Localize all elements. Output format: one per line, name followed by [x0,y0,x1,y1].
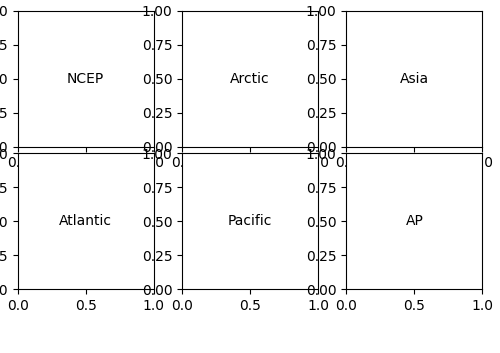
Text: Atlantic: Atlantic [59,214,112,228]
Text: Arctic: Arctic [230,72,270,86]
Text: Asia: Asia [400,72,429,86]
Text: AP: AP [406,214,423,228]
Text: Pacific: Pacific [228,214,272,228]
Text: NCEP: NCEP [67,72,104,86]
